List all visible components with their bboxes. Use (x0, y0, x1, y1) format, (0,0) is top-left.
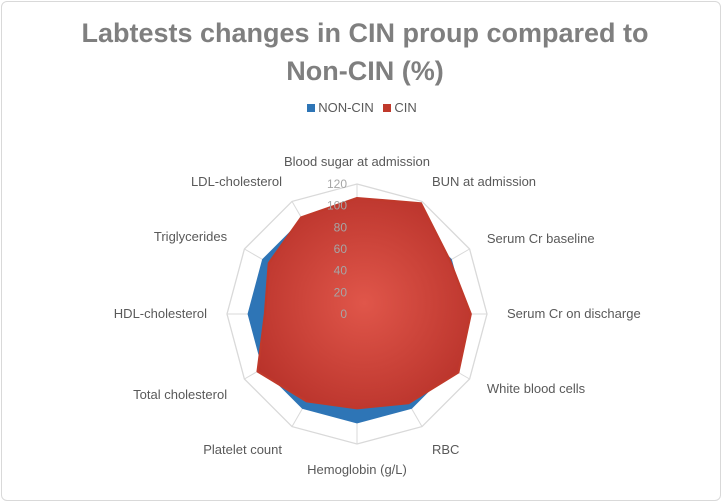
tick-label-60: 60 (334, 242, 348, 256)
tick-label-80: 80 (334, 220, 348, 234)
axis-label-3: Serum Cr on discharge (507, 306, 641, 321)
axis-label-5: RBC (432, 442, 459, 457)
tick-label-20: 20 (334, 285, 348, 299)
axis-label-4: White blood cells (487, 381, 586, 396)
axis-label-2: Serum Cr baseline (487, 231, 595, 246)
chart-legend: NON-CIN CIN (0, 100, 724, 115)
axis-label-8: Total cholesterol (133, 387, 227, 402)
tick-label-0: 0 (340, 307, 347, 321)
tick-label-100: 100 (327, 199, 347, 213)
axis-label-1: BUN at admission (432, 174, 536, 189)
axis-label-7: Platelet count (203, 442, 282, 457)
legend-swatch-cin (383, 103, 392, 112)
axis-label-9: HDL-cholesterol (114, 306, 207, 321)
axis-label-0: Blood sugar at admission (284, 154, 430, 169)
legend-label-non-cin: NON-CIN (318, 100, 374, 115)
legend-item-cin: CIN (383, 100, 417, 115)
chart-title: Labtests changes in CIN proup compared t… (81, 18, 649, 86)
axis-label-10: Triglycerides (154, 229, 228, 244)
axis-label-11: LDL-cholesterol (191, 174, 282, 189)
tick-label-40: 40 (334, 264, 348, 278)
axis-label-6: Hemoglobin (g/L) (307, 462, 407, 477)
legend-item-non-cin: NON-CIN (307, 100, 374, 115)
legend-label-cin: CIN (394, 100, 417, 115)
tick-label-120: 120 (327, 177, 347, 191)
legend-swatch-non-cin (307, 103, 316, 112)
series-area-cin (256, 196, 472, 410)
